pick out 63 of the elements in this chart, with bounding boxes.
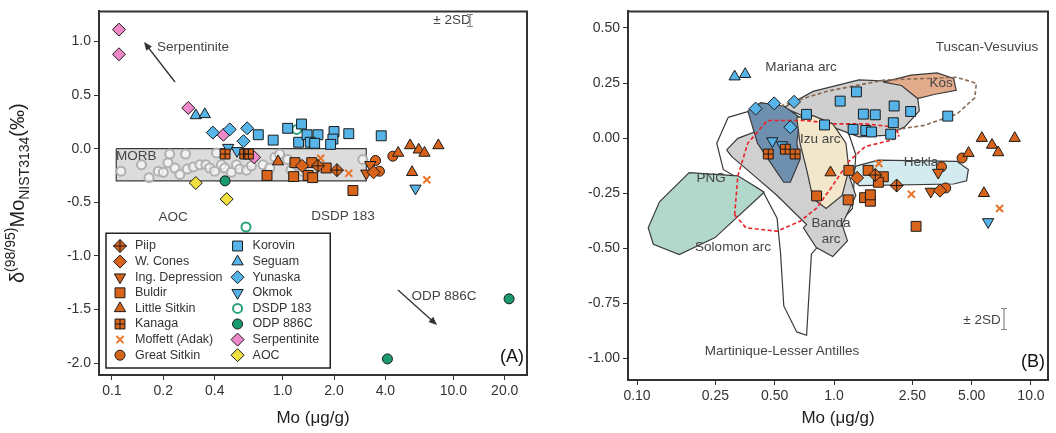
legend-label: Okmok <box>252 285 293 300</box>
y-tick-label: -2.0 <box>66 354 92 371</box>
y-tick-label: 0.00 <box>592 129 621 146</box>
x-tick-label: 0.10 <box>623 387 651 404</box>
legend-label: Moffett (Adak) <box>135 332 214 347</box>
x-tick-label: 10.0 <box>439 382 468 399</box>
x-tick-label: 2.50 <box>898 387 927 404</box>
x-tick-label: 0.1 <box>102 382 122 399</box>
annotation: ± 2SD <box>433 11 471 27</box>
x-tick-label: 4.0 <box>375 382 396 399</box>
annotation: Kos <box>929 75 954 91</box>
y-tick-label: 0.50 <box>592 18 621 35</box>
y-tick-label: 0.25 <box>592 73 621 90</box>
annotation: ODP 886C <box>411 287 477 303</box>
x-tick-label: 20.0 <box>491 382 519 399</box>
x-tick-label: 1.0 <box>272 382 293 399</box>
x-axis-title: Mo (μg/g) <box>801 408 875 428</box>
x-tick-label: 0.2 <box>153 382 174 399</box>
annotation: Izu arc <box>800 130 841 146</box>
y-tick-label: 0.5 <box>71 85 92 102</box>
y-tick-label: -1.00 <box>588 349 621 366</box>
legend-label: Buldir <box>135 285 167 300</box>
x-tick-label: 2.0 <box>324 382 344 399</box>
annotation: MORB <box>116 147 157 163</box>
annotation: Tuscan-Vesuvius <box>935 38 1039 54</box>
y-tick-label: -1.5 <box>66 300 92 317</box>
y-axis-title: δ(98/95)MoNIST3134(‰) <box>2 103 32 284</box>
x-tick-label: 1.0 <box>824 387 844 404</box>
legend-label: ODP 886C <box>252 316 313 331</box>
y-tick-label: -1.0 <box>66 246 92 263</box>
y-tick-label: 1.0 <box>71 32 92 49</box>
legend-label: Yunaska <box>252 269 301 284</box>
legend-label: W. Cones <box>135 254 190 269</box>
legend-label: Piip <box>135 238 156 253</box>
annotation: Solomon arc <box>695 238 772 254</box>
x-tick-label: 0.4 <box>204 382 225 399</box>
legend-label: AOC <box>252 347 280 362</box>
annotation: (A) <box>500 345 524 366</box>
legend-label: Serpentinite <box>252 332 320 347</box>
y-tick-label: -0.5 <box>66 193 92 210</box>
annotation: (B) <box>1021 350 1045 371</box>
annotation: DSDP 183 <box>311 207 375 223</box>
y-tick-label: -0.25 <box>588 184 621 201</box>
legend-label: Little Sitkin <box>135 300 196 315</box>
annotation: Mariana arc <box>765 58 837 74</box>
legend-label: Korovin <box>252 238 295 253</box>
legend-label: DSDP 183 <box>252 300 312 315</box>
y-tick-label: -0.75 <box>588 294 621 311</box>
annotation: AOC <box>158 208 188 224</box>
x-tick-label: 10.0 <box>1017 387 1045 404</box>
annotation: Martinique-Lesser Antilles <box>704 342 860 358</box>
x-tick-label: 0.50 <box>761 387 789 404</box>
legend-label: Kanaga <box>135 316 179 331</box>
x-axis-title: Mo (μg/g) <box>276 408 350 428</box>
x-tick-label: 0.25 <box>701 387 730 404</box>
annotation: Serpentinite <box>156 38 230 54</box>
legend-label: Great Sitkin <box>135 347 201 362</box>
x-tick-label: 5.00 <box>958 387 986 404</box>
y-tick-label: 0.0 <box>71 139 92 156</box>
legend-label: Seguam <box>252 254 300 269</box>
annotation: ± 2SD <box>963 311 1001 327</box>
legend-label: Ing. Depression <box>135 269 223 284</box>
y-tick-label: -0.50 <box>588 239 621 256</box>
